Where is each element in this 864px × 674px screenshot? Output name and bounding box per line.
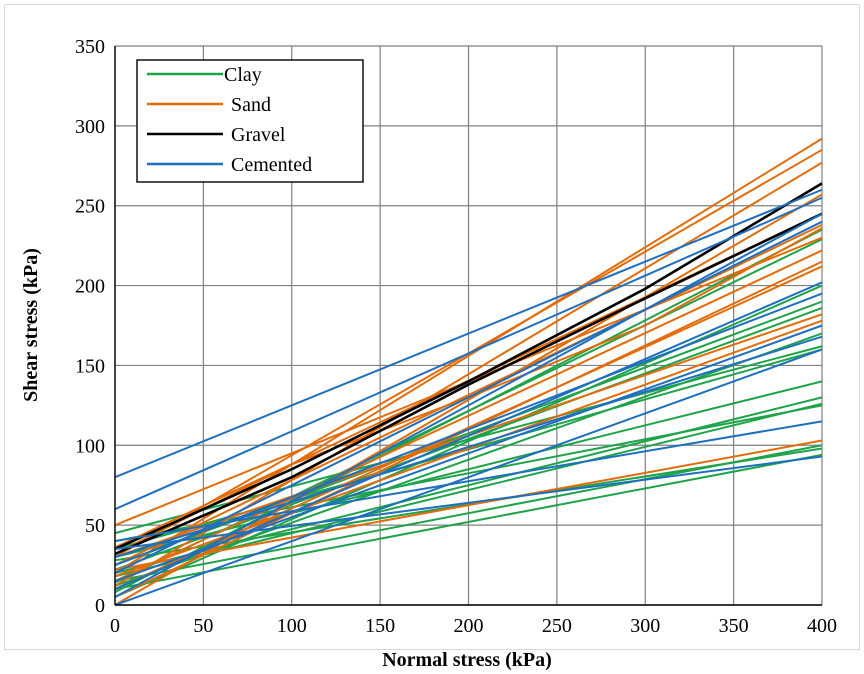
legend-label-cemented: Cemented [231,154,312,176]
series-line-cemented [114,220,823,574]
legend-label-gravel: Gravel [231,124,286,146]
series-line-clay [114,380,823,559]
x-tick-label: 250 [542,615,572,637]
series-line-clay [114,332,823,587]
series-line-sand [114,137,823,574]
y-tick-label: 350 [75,36,105,58]
series-line-clay [114,404,823,543]
series-line-sand [114,193,823,606]
series-line-sand [114,249,823,582]
x-tick-label: 200 [454,615,484,637]
x-axis-title: Normal stress (kPa) [382,649,552,671]
legend-box [136,59,364,183]
x-tick-label: 150 [365,615,395,637]
y-tick-label: 300 [75,116,105,138]
series-line-sand [114,223,823,566]
x-tick-label: 50 [193,615,213,637]
series-line-cemented [114,455,823,551]
series-line-cemented [114,324,823,582]
y-tick-label: 150 [75,355,105,377]
series-line-gravel [114,212,823,556]
series-line-sand [114,439,823,571]
series-line-clay [114,284,823,598]
series-line-cemented [114,188,823,479]
series-lines [114,137,823,606]
series-line-cemented [114,420,823,543]
axes [114,46,822,606]
tick-labels: 0 50 100 150 200 250 300 350 400 0 50 100 150 200 250 3… [75,36,837,637]
legend-label-sand: Sand [231,94,271,116]
y-tick-label: 0 [95,595,105,617]
x-tick-label: 300 [630,615,660,637]
x-tick-label: 350 [719,615,749,637]
legend: Clay Sand Gravel Cemented [136,59,364,183]
series-line-gravel [114,182,823,551]
x-tick-label: 0 [110,615,120,637]
series-line-cemented [114,348,823,606]
y-axis-title: Shear stress (kPa) [20,248,42,402]
y-tick-label: 100 [75,435,105,457]
y-tick-label: 50 [85,515,105,537]
series-line-clay [114,453,823,591]
chart-frame [4,4,860,650]
series-line-sand [114,265,823,590]
series-line-cemented [114,196,823,511]
x-tick-label: 100 [277,615,307,637]
y-tick-label: 200 [75,276,105,298]
legend-label-clay: Clay [224,64,262,86]
x-tick-label: 400 [807,615,837,637]
y-tick-label: 250 [75,196,105,218]
